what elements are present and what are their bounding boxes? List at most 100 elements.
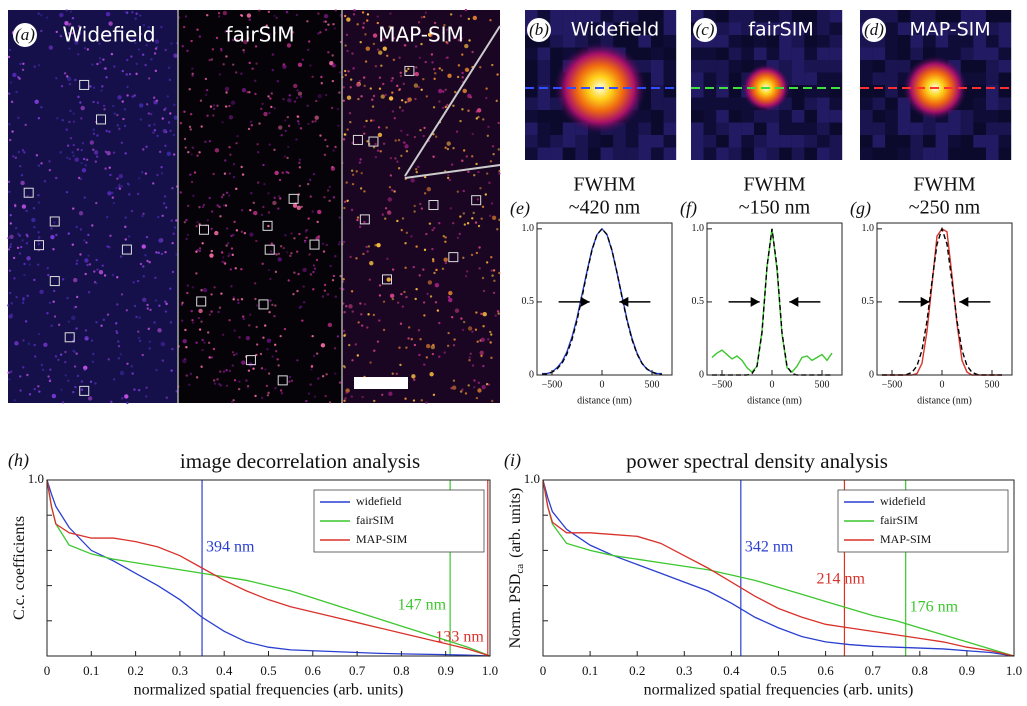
image-speckle bbox=[124, 225, 127, 229]
image-speckle bbox=[386, 210, 392, 215]
image-speckle bbox=[386, 277, 391, 282]
image-speckle bbox=[55, 233, 58, 237]
image-speckle bbox=[457, 38, 461, 42]
image-speckle bbox=[66, 75, 69, 78]
image-speckle bbox=[433, 67, 436, 71]
image-speckle bbox=[155, 251, 158, 254]
image-speckle bbox=[33, 355, 37, 358]
image-speckle bbox=[267, 192, 270, 195]
image-speckle bbox=[274, 387, 277, 390]
image-speckle bbox=[37, 243, 41, 246]
pixel bbox=[575, 147, 588, 160]
image-speckle bbox=[468, 356, 471, 359]
image-speckle bbox=[323, 14, 329, 19]
pixel bbox=[537, 85, 551, 98]
pixel bbox=[817, 10, 830, 23]
image-speckle bbox=[410, 337, 413, 341]
image-speckle bbox=[464, 8, 468, 12]
image-speckle bbox=[87, 254, 90, 257]
image-speckle bbox=[266, 348, 269, 351]
image-speckle bbox=[210, 293, 213, 296]
image-speckle bbox=[365, 119, 368, 123]
image-speckle bbox=[173, 53, 178, 58]
image-speckle bbox=[262, 336, 265, 339]
image-speckle bbox=[334, 145, 337, 149]
image-speckle bbox=[486, 134, 490, 137]
image-speckle bbox=[201, 338, 204, 342]
image-speckle bbox=[350, 290, 354, 293]
roi-box bbox=[198, 224, 209, 235]
image-speckle bbox=[71, 32, 74, 35]
image-speckle bbox=[75, 352, 78, 355]
pixel bbox=[651, 35, 664, 48]
pixel bbox=[791, 10, 805, 23]
image-speckle bbox=[496, 310, 500, 313]
image-speckle bbox=[189, 173, 192, 176]
pixel bbox=[651, 10, 664, 23]
image-speckle bbox=[245, 335, 251, 341]
legend-label: MAP-SIM bbox=[356, 532, 408, 546]
image-speckle bbox=[332, 274, 336, 278]
image-speckle bbox=[196, 154, 199, 157]
image-speckle bbox=[134, 41, 137, 45]
image-speckle bbox=[274, 343, 277, 347]
image-speckle bbox=[327, 322, 333, 328]
pixel bbox=[728, 147, 742, 160]
pixel bbox=[741, 110, 754, 123]
image-speckle bbox=[96, 62, 99, 66]
image-speckle bbox=[464, 43, 469, 49]
image-speckle bbox=[222, 256, 225, 259]
image-speckle bbox=[232, 298, 235, 301]
image-speckle bbox=[197, 316, 201, 320]
image-speckle bbox=[92, 352, 95, 356]
pixel bbox=[817, 110, 830, 123]
image-speckle bbox=[254, 297, 257, 301]
image-speckle bbox=[131, 95, 134, 98]
roi-box bbox=[196, 296, 207, 307]
fwhm-arrowhead bbox=[789, 296, 799, 307]
image-speckle bbox=[306, 104, 309, 107]
image-speckle bbox=[57, 358, 60, 362]
image-speckle bbox=[248, 91, 251, 94]
image-speckle bbox=[222, 204, 226, 207]
image-speckle bbox=[478, 267, 481, 270]
image-speckle bbox=[412, 265, 415, 269]
image-speckle bbox=[443, 257, 448, 262]
image-speckle bbox=[64, 360, 67, 364]
image-speckle bbox=[413, 378, 416, 382]
pixel bbox=[754, 47, 767, 60]
image-speckle bbox=[312, 288, 315, 291]
image-speckle bbox=[171, 270, 175, 274]
image-speckle bbox=[264, 368, 267, 371]
image-speckle bbox=[334, 9, 337, 12]
image-speckle bbox=[433, 77, 436, 81]
x-tick-label: 0 bbox=[44, 663, 51, 678]
image-title: Widefield bbox=[62, 23, 155, 47]
image-speckle bbox=[309, 195, 312, 198]
image-speckle bbox=[445, 28, 449, 31]
image-speckle bbox=[117, 340, 120, 343]
image-speckle bbox=[362, 252, 365, 256]
image-speckle bbox=[312, 354, 316, 358]
image-speckle bbox=[228, 319, 231, 322]
image-speckle bbox=[149, 112, 153, 116]
image-speckle bbox=[77, 25, 81, 28]
pixel bbox=[525, 97, 538, 110]
pixel bbox=[663, 135, 677, 148]
image-speckle bbox=[338, 240, 342, 244]
image-speckle bbox=[252, 201, 255, 205]
image-speckle bbox=[191, 146, 195, 149]
image-speckle bbox=[405, 346, 408, 349]
image-speckle bbox=[240, 72, 243, 75]
image-speckle bbox=[447, 295, 451, 299]
pixel bbox=[817, 122, 830, 135]
image-speckle bbox=[451, 385, 457, 390]
image-speckle bbox=[322, 250, 326, 253]
image-speckle bbox=[210, 249, 213, 253]
image-speckle bbox=[254, 45, 258, 48]
image-speckle bbox=[255, 62, 258, 65]
image-speckle bbox=[39, 14, 43, 17]
pixel bbox=[986, 47, 999, 60]
image-speckle bbox=[343, 206, 346, 210]
image-speckle bbox=[25, 209, 28, 213]
